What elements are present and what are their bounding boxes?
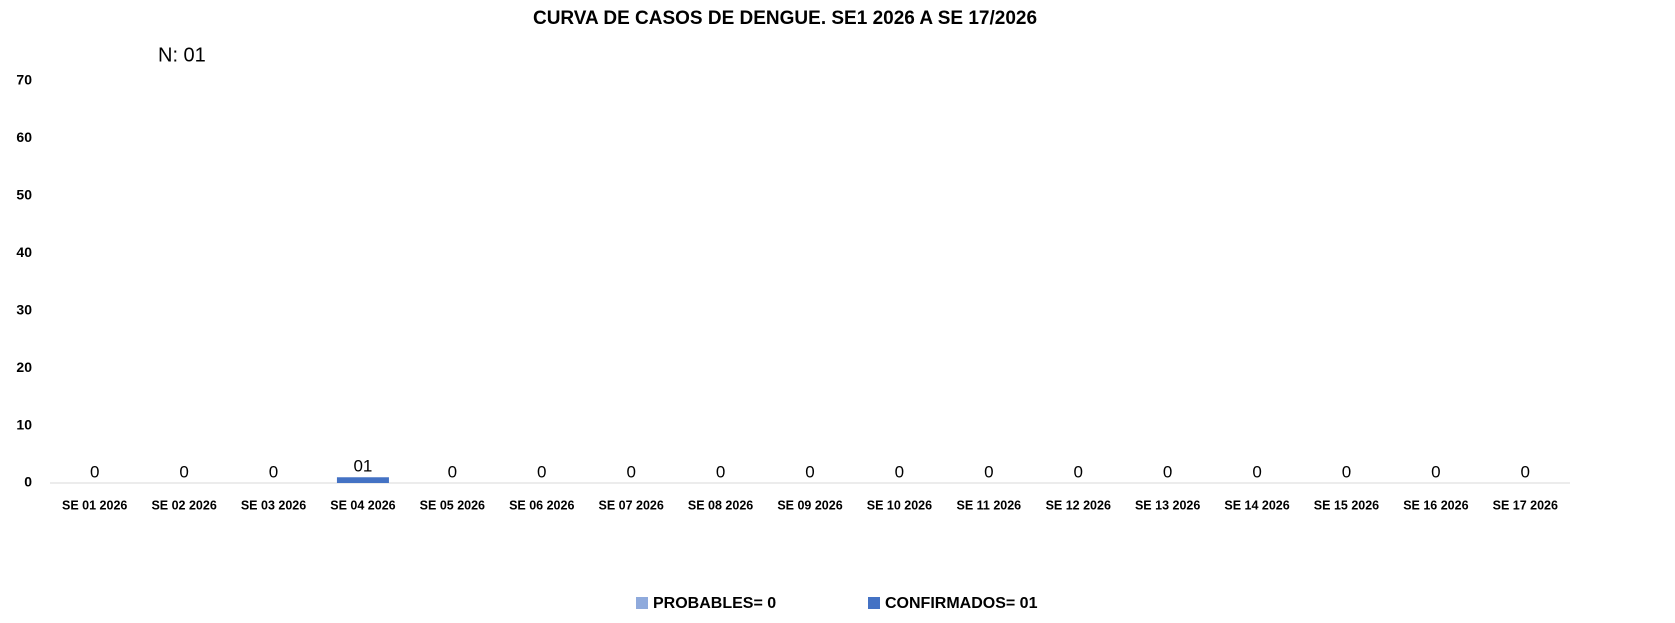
legend-swatch xyxy=(868,597,880,609)
x-tick-label: SE 17 2026 xyxy=(1493,498,1558,512)
y-tick-label: 40 xyxy=(16,244,32,260)
data-label: 0 xyxy=(448,462,457,481)
data-label: 0 xyxy=(984,462,993,481)
bar xyxy=(336,477,389,483)
data-label: 0 xyxy=(895,462,904,481)
data-label: 0 xyxy=(1252,462,1261,481)
data-label: 01 xyxy=(353,457,372,476)
y-tick-label: 60 xyxy=(16,129,32,145)
chart-title: CURVA DE CASOS DE DENGUE. SE1 2026 A SE … xyxy=(533,8,1037,29)
data-label: 0 xyxy=(1431,462,1440,481)
x-tick-label: SE 08 2026 xyxy=(688,498,753,512)
y-tick-label: 10 xyxy=(16,416,32,432)
data-label: 0 xyxy=(716,462,725,481)
x-tick-label: SE 12 2026 xyxy=(1046,498,1111,512)
x-tick-label: SE 09 2026 xyxy=(777,498,842,512)
x-tick-label: SE 03 2026 xyxy=(241,498,306,512)
data-label: 0 xyxy=(1163,462,1172,481)
data-label: 0 xyxy=(1342,462,1351,481)
y-tick-label: 70 xyxy=(16,72,32,88)
x-tick-label: SE 01 2026 xyxy=(62,498,127,512)
x-tick-label: SE 04 2026 xyxy=(330,498,395,512)
data-label: 0 xyxy=(626,462,635,481)
x-tick-label: SE 10 2026 xyxy=(867,498,932,512)
x-tick-label: SE 02 2026 xyxy=(151,498,216,512)
legend-swatch xyxy=(636,597,648,609)
data-label: 0 xyxy=(1521,462,1530,481)
x-tick-label: SE 11 2026 xyxy=(956,498,1021,512)
y-tick-label: 50 xyxy=(16,187,32,203)
x-tick-label: SE 07 2026 xyxy=(599,498,664,512)
x-tick-label: SE 14 2026 xyxy=(1224,498,1289,512)
data-label: 0 xyxy=(90,462,99,481)
legend-label: CONFIRMADOS= 01 xyxy=(885,595,1038,612)
data-label: 0 xyxy=(805,462,814,481)
x-tick-label: SE 06 2026 xyxy=(509,498,574,512)
x-tick-label: SE 13 2026 xyxy=(1135,498,1200,512)
data-label: 0 xyxy=(537,462,546,481)
x-tick-label: SE 05 2026 xyxy=(420,498,485,512)
y-tick-label: 30 xyxy=(16,301,32,317)
annotation: N: 01 xyxy=(158,44,206,66)
data-label: 0 xyxy=(179,462,188,481)
y-tick-label: 0 xyxy=(24,474,32,490)
y-tick-label: 20 xyxy=(16,359,32,375)
x-tick-label: SE 15 2026 xyxy=(1314,498,1379,512)
data-label: 0 xyxy=(269,462,278,481)
data-label: 0 xyxy=(1074,462,1083,481)
x-tick-label: SE 16 2026 xyxy=(1403,498,1468,512)
legend-label: PROBABLES= 0 xyxy=(653,595,776,612)
